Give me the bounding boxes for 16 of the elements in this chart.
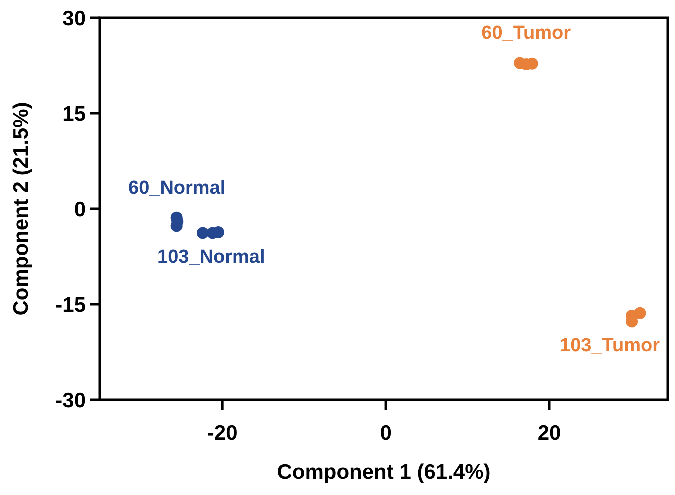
y-tick-label: -30 (56, 389, 86, 412)
x-tick-label: -20 (207, 422, 238, 445)
series-label: 60_Tumor (482, 23, 572, 44)
y-tick-label: 0 (74, 198, 86, 222)
series-label: 103_Tumor (560, 336, 661, 357)
y-tick-label: -15 (56, 294, 86, 317)
x-tick-label: 0 (380, 422, 392, 445)
y-tick-label: 15 (62, 102, 86, 126)
x-tick-label: 20 (538, 422, 562, 445)
x-axis-title: Component 1 (61.4%) (277, 461, 491, 484)
y-axis-title: Component 2 (21.5%) (10, 102, 33, 316)
y-tick-label: 30 (62, 7, 86, 30)
point (196, 227, 209, 240)
series-label: 60_Normal (128, 178, 226, 199)
point (634, 307, 646, 320)
series-label: 103_Normal (158, 247, 266, 268)
